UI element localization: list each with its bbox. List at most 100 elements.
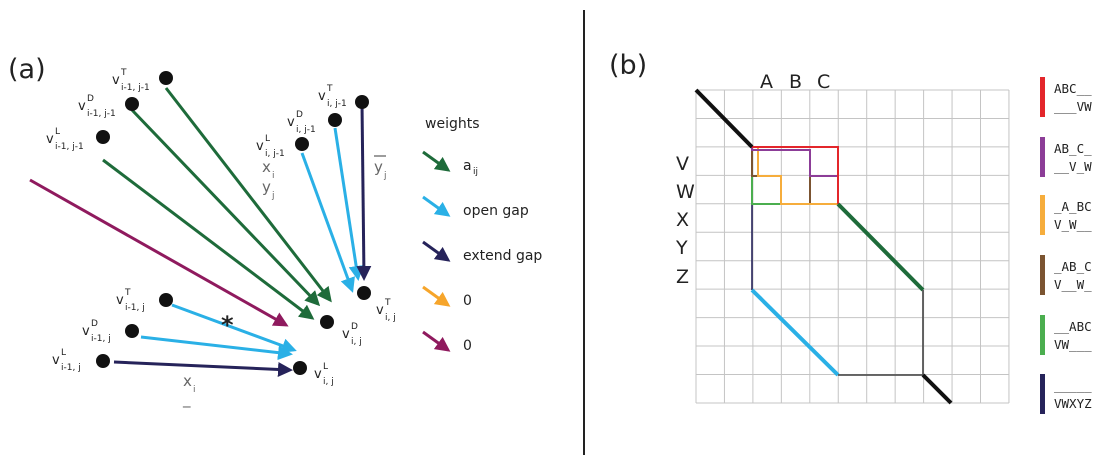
svg-text:D: D <box>351 322 358 332</box>
svg-text:D: D <box>296 110 303 120</box>
weights-title: weights <box>425 116 480 132</box>
node-d-up <box>328 113 342 127</box>
row-label-w: W <box>676 181 695 203</box>
label-d-cur: v D i, j <box>342 322 362 347</box>
svg-text:__V_W: __V_W <box>1054 159 1092 174</box>
svg-text:VW___: VW___ <box>1054 337 1092 352</box>
panel-b-label: (b) <box>609 50 647 81</box>
star-mark: * <box>221 311 234 339</box>
legend-orange-label: 0 <box>463 293 472 309</box>
svg-text:v: v <box>342 327 350 342</box>
svg-text:v: v <box>52 353 60 368</box>
svg-text:_A_BC: _A_BC <box>1054 199 1092 214</box>
svg-text:L: L <box>265 134 270 144</box>
svg-text:i, j-1: i, j-1 <box>296 125 316 135</box>
svg-text:VWXYZ: VWXYZ <box>1054 396 1092 411</box>
svg-text:x: x <box>183 372 192 390</box>
svg-text:v: v <box>112 73 120 88</box>
svg-text:i: i <box>272 171 275 181</box>
svg-text:y: y <box>262 178 271 196</box>
legend-row-brown: _AB_C V__W_ <box>1040 255 1092 295</box>
svg-text:__ABC: __ABC <box>1054 319 1092 334</box>
node-l-up <box>295 137 309 151</box>
arrow-l-up-open <box>300 152 355 293</box>
legend-row-orange: _A_BC V_W__ <box>1040 195 1092 235</box>
legend-bar-brown <box>1040 255 1045 295</box>
diagonal-start <box>694 88 754 149</box>
node-d-left <box>125 324 139 338</box>
node-t-left <box>159 293 173 307</box>
svg-text:y: y <box>374 158 383 176</box>
dp-grid <box>695 89 1010 404</box>
legend-bar-red <box>1040 77 1045 117</box>
svg-text:_AB_C: _AB_C <box>1054 259 1092 274</box>
row-label-z: Z <box>676 266 689 288</box>
svg-text:i, j: i, j <box>385 313 396 323</box>
svg-text:T: T <box>384 298 391 308</box>
label-d-prev: v D i-1, j-1 <box>78 94 116 119</box>
legend-row-red: ABC__ ___VW <box>1040 77 1092 117</box>
svg-text:v: v <box>314 367 322 382</box>
node-dots <box>96 71 371 375</box>
svg-text:i, j: i, j <box>323 377 334 387</box>
label-l-left: v L i-1, j <box>52 348 81 373</box>
svg-text:V__W_: V__W_ <box>1054 277 1092 292</box>
label-t-cur: v T i, j <box>376 298 396 323</box>
legend-bar-orange <box>1040 195 1045 235</box>
arrow-l-prev-to-d <box>102 158 315 320</box>
arrow-t-left-open <box>171 303 297 353</box>
edge-labels: x i y j y j x i _ * <box>182 155 387 409</box>
svg-text:j: j <box>271 191 275 201</box>
legend-arrow-orange <box>422 285 451 307</box>
arrow-t-up-extend <box>356 102 372 281</box>
path-gray-return <box>838 290 924 376</box>
alignment-paths <box>694 88 953 405</box>
legend-open-label: open gap <box>463 203 529 219</box>
svg-text:D: D <box>91 319 98 329</box>
weights-legend: weights a ij open gap extend gap 0 0 <box>422 116 542 354</box>
path-red <box>752 146 839 204</box>
svg-text:L: L <box>61 348 66 358</box>
col-label-b: B <box>789 71 802 93</box>
svg-text:i-1, j: i-1, j <box>61 363 81 373</box>
svg-text:_____: _____ <box>1054 378 1092 393</box>
diagonal-cyan <box>750 288 840 377</box>
node-l-prev <box>96 130 110 144</box>
svg-text:i, j-1: i, j-1 <box>327 99 347 109</box>
legend-bar-green <box>1040 315 1045 355</box>
label-l-up: v L i, j-1 <box>256 134 285 159</box>
alignment-legend: ABC__ ___VW AB_C_ __V_W _A_BC V_W__ _AB_… <box>1040 77 1092 414</box>
row-label-x: X <box>676 209 689 231</box>
legend-bar-purple <box>1040 137 1045 177</box>
legend-match-label: a <box>463 158 472 174</box>
svg-text:L: L <box>323 362 328 372</box>
svg-text:v: v <box>318 89 326 104</box>
svg-text:i: i <box>193 385 196 395</box>
row-label-y: Y <box>675 237 688 259</box>
svg-text:i-1, j: i-1, j <box>125 303 145 313</box>
col-label-c: C <box>817 71 830 93</box>
svg-text:i-1, j: i-1, j <box>91 334 111 344</box>
row-label-v: V <box>676 153 689 175</box>
legend-arrow-extend <box>422 240 451 262</box>
svg-text:i, j: i, j <box>351 337 362 347</box>
legend-extend-label: extend gap <box>463 248 542 264</box>
node-labels: v T i-1, j-1 v D i-1, j-1 v L i-1, j-1 v… <box>46 68 396 387</box>
svg-text:i-1, j-1: i-1, j-1 <box>55 142 84 152</box>
legend-arrow-match <box>422 150 451 172</box>
arrow-l-left-extend <box>113 360 293 377</box>
match-arrows <box>102 87 332 320</box>
svg-text:ij: ij <box>473 167 478 177</box>
svg-text:v: v <box>82 324 90 339</box>
svg-text:V_W__: V_W__ <box>1054 217 1092 232</box>
svg-text:T: T <box>120 68 127 78</box>
panel-a-label: (a) <box>8 54 46 85</box>
node-t-up <box>355 95 369 109</box>
svg-text:i, j-1: i, j-1 <box>265 149 285 159</box>
legend-row-green: __ABC VW___ <box>1040 315 1092 355</box>
svg-text:v: v <box>116 293 124 308</box>
col-label-a: A <box>760 71 773 93</box>
node-d-cur <box>320 315 334 329</box>
label-l-cur: v L i, j <box>314 362 334 387</box>
label-d-left: v D i-1, j <box>82 319 111 344</box>
